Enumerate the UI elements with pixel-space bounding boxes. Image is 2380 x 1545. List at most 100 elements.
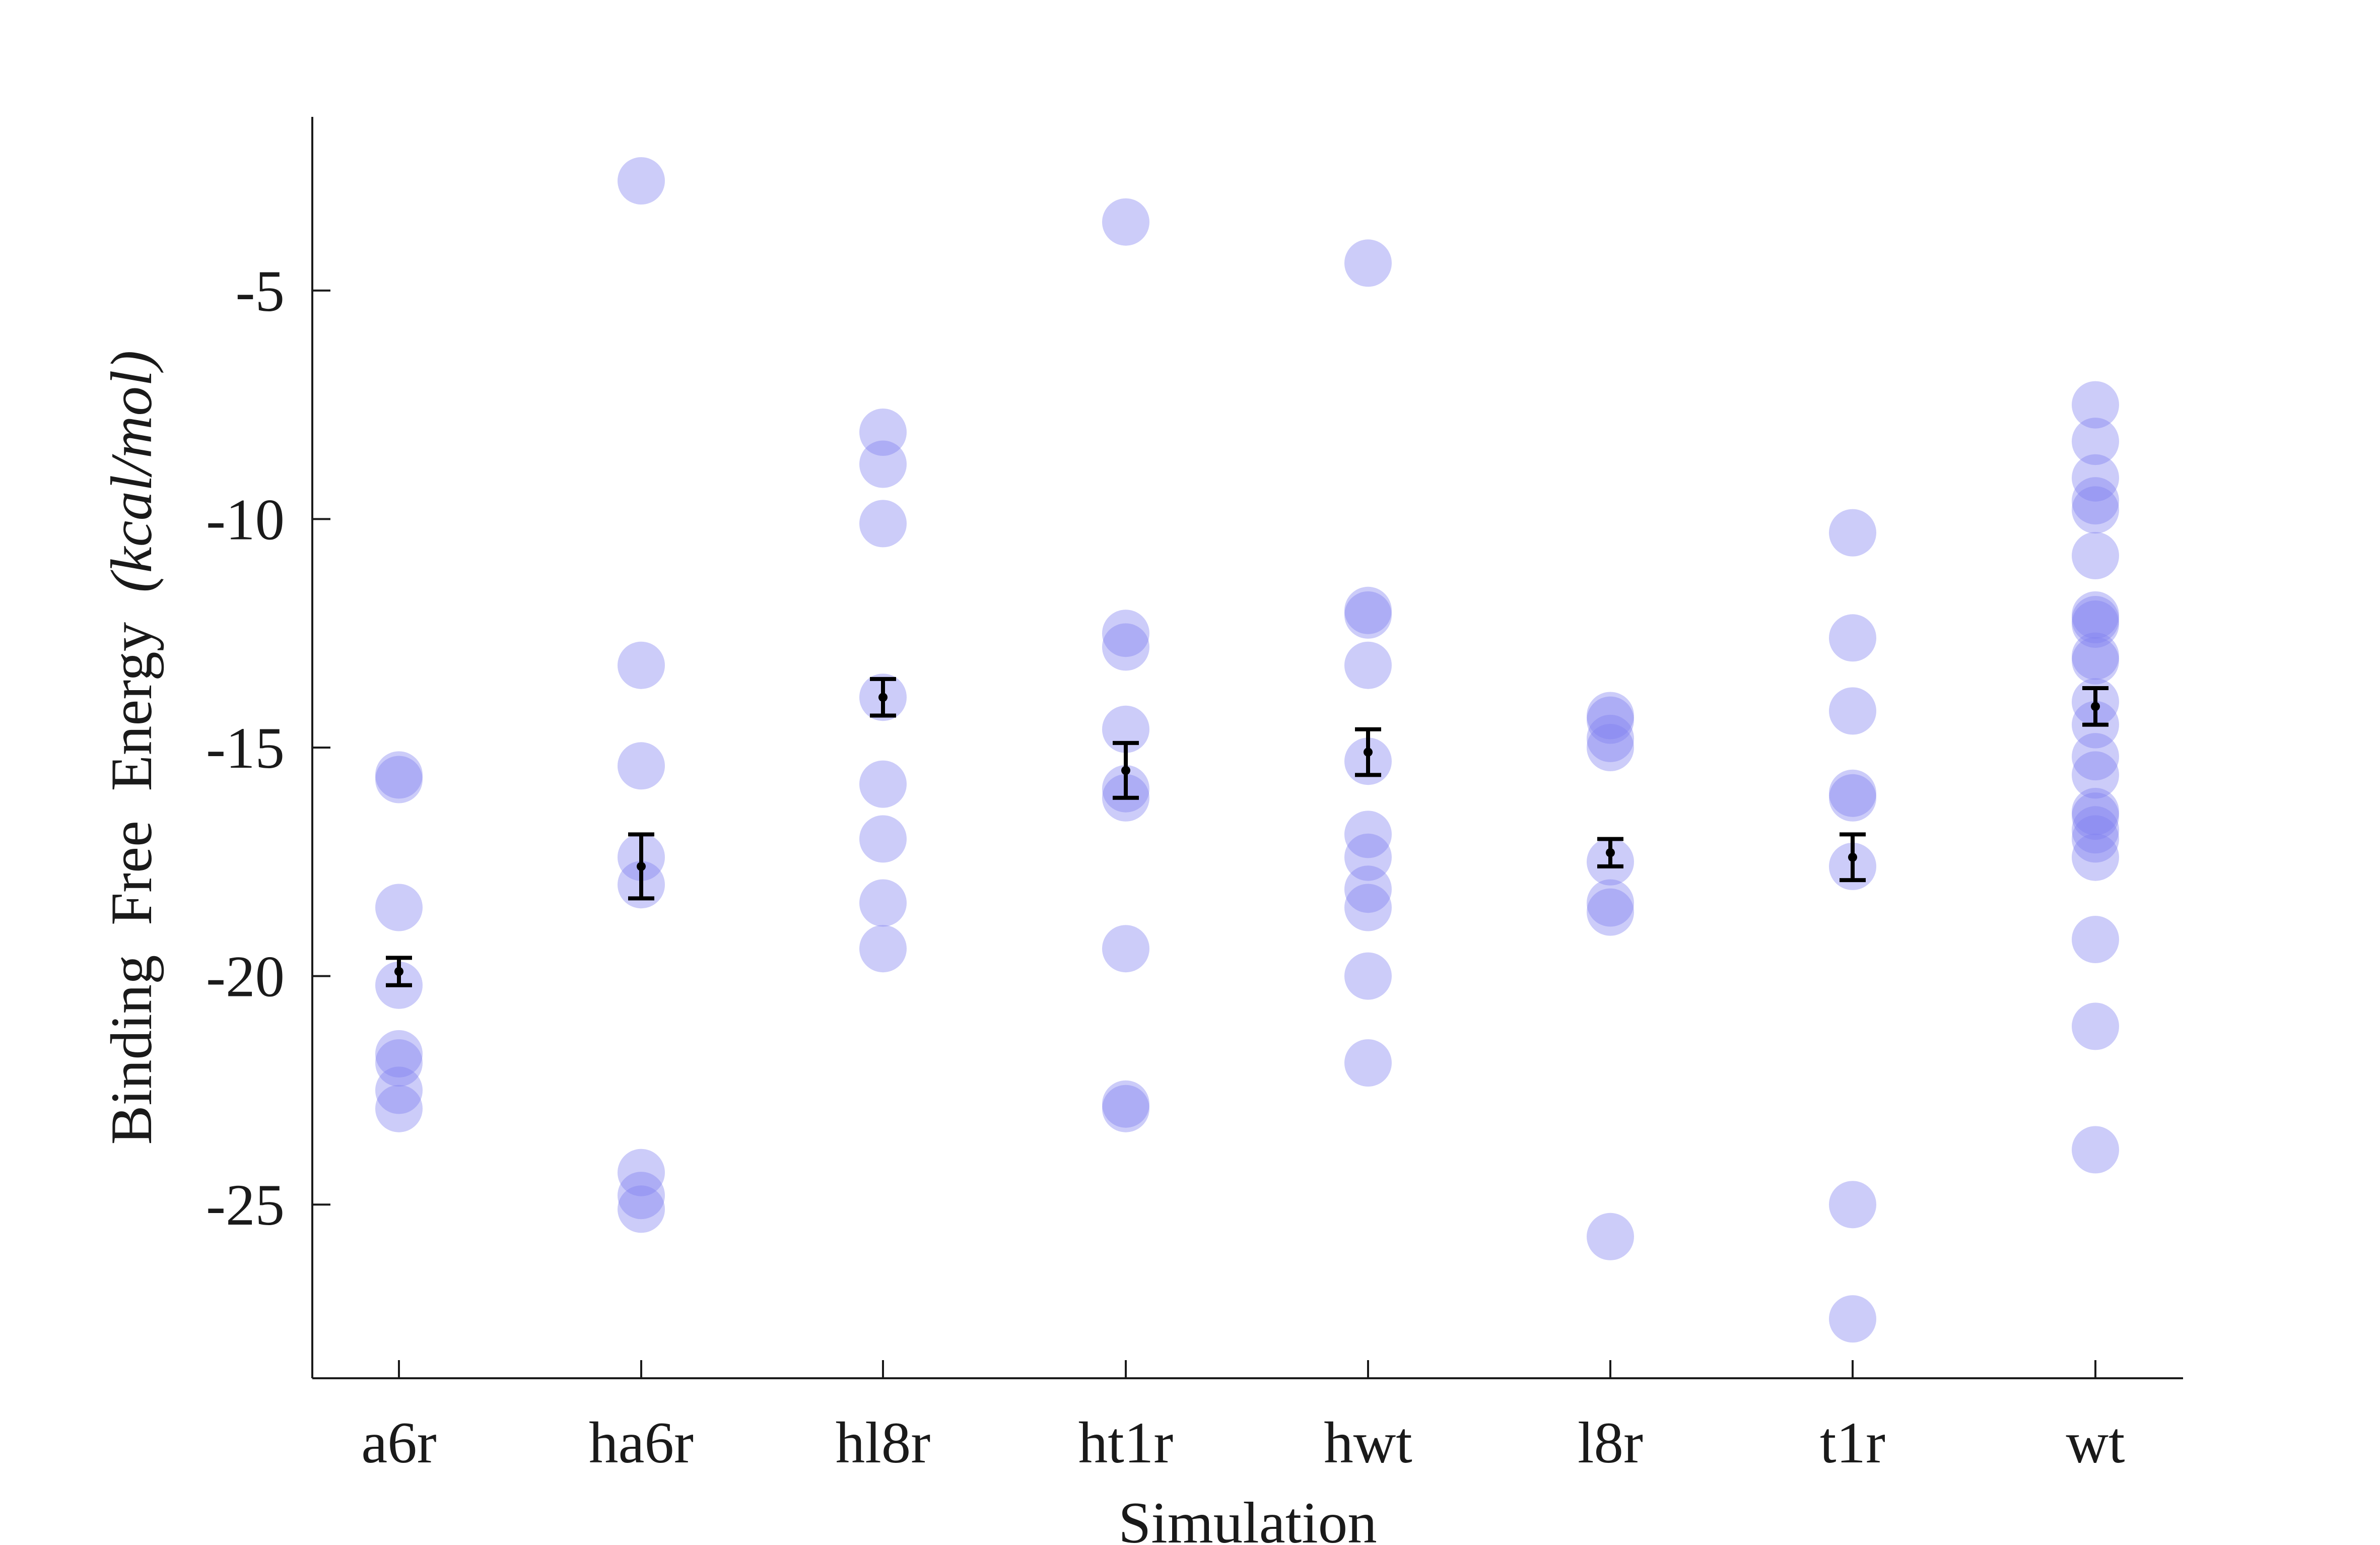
data-point: [859, 815, 907, 863]
data-point: [618, 157, 665, 205]
data-point: [375, 751, 423, 799]
data-point: [1829, 509, 1876, 557]
data-point: [1829, 687, 1876, 735]
data-point: [2072, 486, 2119, 534]
y-tick-label: -5: [236, 259, 285, 324]
data-point: [1587, 1213, 1634, 1260]
x-axis-label: Simulation: [1118, 1491, 1377, 1545]
data-point: [1102, 925, 1149, 973]
data-point: [2072, 788, 2119, 835]
data-point: [1344, 884, 1392, 931]
data-point: [1102, 1085, 1149, 1132]
data-point: [2072, 596, 2119, 643]
data-point: [2072, 833, 2119, 881]
x-tick-label: ht1r: [1078, 1410, 1173, 1475]
x-tick-label: wt: [2066, 1410, 2125, 1475]
data-point: [2072, 532, 2119, 579]
data-point: [375, 1066, 423, 1114]
data-point: [1829, 1181, 1876, 1229]
mean-marker: [1848, 852, 1857, 862]
y-tick-label: -25: [206, 1173, 285, 1238]
error-bar: [1597, 837, 1623, 868]
y-axis-label: Binding Free Energy (kcal/mol): [99, 351, 164, 1145]
y-tick-label: -10: [206, 487, 285, 552]
data-point: [2072, 454, 2119, 502]
data-point: [1587, 696, 1634, 744]
data-point: [618, 641, 665, 689]
data-point: [375, 1030, 423, 1078]
data-point: [618, 1149, 665, 1196]
data-point: [859, 440, 907, 488]
x-tick-label: t1r: [1820, 1410, 1885, 1475]
data-point: [859, 925, 907, 973]
data-point: [1587, 879, 1634, 927]
data-point: [1587, 714, 1634, 762]
data-point: [1102, 610, 1149, 657]
data-point: [375, 756, 423, 803]
data-point: [1344, 239, 1392, 287]
data-point: [1587, 692, 1634, 740]
mean-marker: [2091, 702, 2100, 711]
data-point: [2072, 792, 2119, 840]
y-tick-label: -20: [206, 945, 285, 1010]
data-point: [1344, 1039, 1392, 1087]
data-point: [2072, 1002, 2119, 1050]
error-bar: [1113, 741, 1139, 800]
data-point: [1344, 833, 1392, 881]
x-tick-label: ha6r: [589, 1410, 694, 1475]
y-axis-label-unit: (kcal/mol): [99, 351, 164, 593]
data-point: [2072, 1126, 2119, 1174]
data-point: [1102, 623, 1149, 671]
data-point: [1344, 591, 1392, 639]
mean-marker: [1121, 766, 1130, 775]
data-point: [2072, 806, 2119, 854]
data-point: [1829, 769, 1876, 817]
data-point: [2072, 418, 2119, 465]
data-point: [1587, 724, 1634, 771]
mean-marker: [878, 693, 888, 702]
data-point: [1102, 198, 1149, 246]
data-point: [375, 1085, 423, 1132]
data-point: [1102, 1080, 1149, 1128]
axes: [311, 117, 2183, 1379]
data-point: [1344, 641, 1392, 689]
data-point: [2072, 381, 2119, 429]
data-point: [1829, 1295, 1876, 1343]
error-bars: [386, 677, 2109, 987]
data-point: [859, 760, 907, 808]
data-point: [2072, 632, 2119, 680]
data-points: [375, 157, 2119, 1343]
data-point: [2072, 815, 2119, 863]
y-axis-label-main: Binding Free Energy: [99, 592, 164, 1145]
ticks: -25 -20 -15 -10 -5 a6r ha6r hl8r ht1r hwt l8r t1r wt: [206, 259, 2125, 1475]
error-bar: [628, 832, 654, 901]
data-point: [375, 884, 423, 931]
error-bar: [2082, 686, 2109, 727]
data-point: [859, 879, 907, 927]
data-point: [2072, 751, 2119, 799]
data-point: [1829, 614, 1876, 662]
data-point: [1344, 865, 1392, 913]
data-point: [1344, 952, 1392, 1000]
x-tick-label: a6r: [361, 1410, 436, 1475]
data-point: [859, 409, 907, 456]
data-point: [2072, 591, 2119, 639]
y-tick-label: -15: [206, 716, 285, 781]
x-tick-label: l8r: [1578, 1410, 1643, 1475]
error-bar: [1355, 727, 1381, 777]
data-point: [2072, 477, 2119, 525]
mean-marker: [637, 861, 646, 871]
x-tick-label: hl8r: [836, 1410, 930, 1475]
data-point: [1344, 811, 1392, 858]
mean-marker: [394, 967, 403, 976]
data-point: [1587, 888, 1634, 936]
data-point: [618, 1172, 665, 1220]
data-point: [618, 742, 665, 790]
error-bar: [386, 956, 412, 987]
data-point: [618, 1185, 665, 1233]
data-point: [2072, 637, 2119, 685]
data-point: [1344, 586, 1392, 634]
mean-marker: [1364, 748, 1373, 757]
data-point: [1829, 774, 1876, 822]
